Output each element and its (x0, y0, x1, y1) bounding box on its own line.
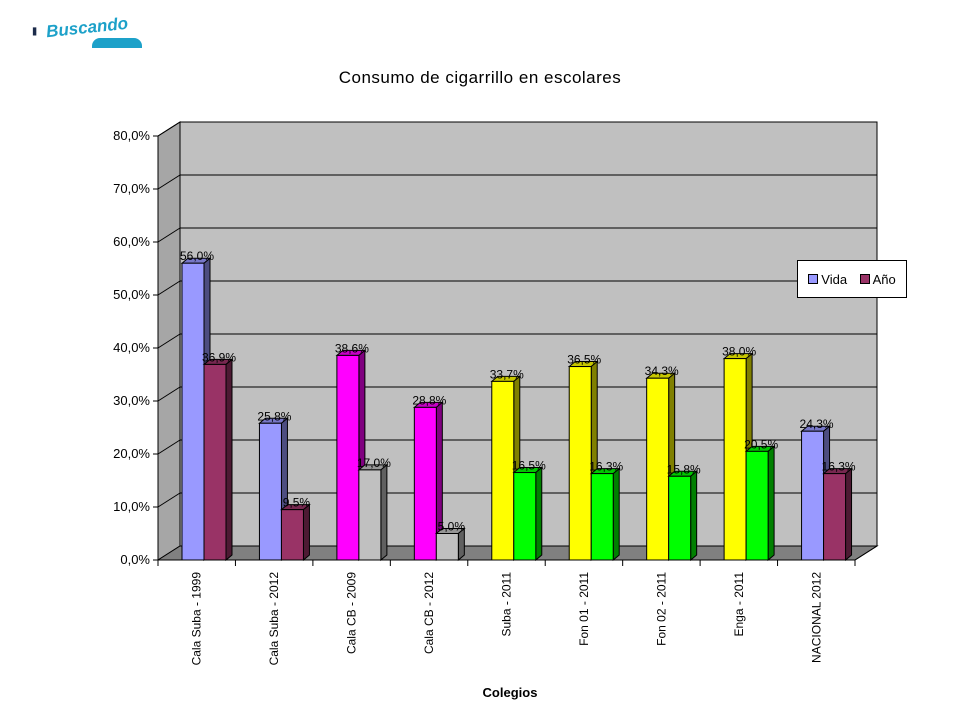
legend-swatch-ano (859, 274, 870, 284)
logo-mark: ' (30, 22, 40, 57)
y-tick-label: 70,0% (113, 181, 150, 196)
data-label-vida: 38,6% (335, 341, 369, 355)
bar-ano-side (535, 466, 543, 562)
logo-shape (92, 38, 142, 48)
x-tick-label: Cala Suba - 1999 (190, 572, 204, 666)
bar-vida (336, 354, 360, 561)
data-label-vida: 38,0% (722, 345, 756, 359)
legend-swatch-vida (808, 274, 819, 284)
legend-label-vida: Vida (821, 271, 848, 287)
bar-ano (823, 473, 847, 561)
gridline-side (157, 121, 181, 137)
bar-ano (590, 473, 614, 561)
gridline-side (157, 439, 181, 455)
gridline-side (157, 280, 181, 296)
bar-ano (745, 450, 769, 561)
y-tick-label: 60,0% (113, 234, 150, 249)
bar-ano (358, 469, 382, 561)
bar-vida (491, 380, 515, 561)
bar-vida (646, 377, 670, 561)
y-tick-label: 10,0% (113, 499, 150, 514)
bar-ano-side (690, 470, 698, 562)
x-axis-title: Colegios (482, 685, 538, 700)
chart-legend: Vida Año (797, 260, 907, 298)
x-tick-label: Cala Suba - 2012 (267, 572, 281, 666)
bar-ano (280, 509, 304, 561)
bar-ano (203, 363, 227, 561)
y-tick-label: 50,0% (113, 287, 150, 302)
gridline-side (157, 227, 181, 243)
data-label-ano: 9,5% (283, 496, 311, 510)
data-label-vida: 34,3% (645, 364, 679, 378)
legend-item-vida: Vida (808, 272, 847, 287)
data-label-vida: 25,8% (257, 409, 291, 423)
y-tick-label: 40,0% (113, 340, 150, 355)
bar-vida (258, 422, 282, 561)
x-tick-label: Cala CB - 2009 (345, 572, 359, 654)
x-tick-label: Fon 01 - 2011 (577, 572, 591, 646)
data-label-vida: 36,5% (567, 353, 601, 367)
data-label-ano: 5,0% (438, 520, 466, 534)
chart-title: Consumo de cigarrillo en escolares (338, 68, 622, 87)
data-label-vida: 24,3% (800, 417, 834, 431)
data-label-ano: 16,3% (589, 460, 623, 474)
bar-vida (723, 358, 747, 561)
data-label-ano: 16,5% (512, 459, 546, 473)
bar-vida (181, 262, 205, 561)
x-tick-label: NACIONAL 2012 (809, 572, 823, 663)
gridline-side (157, 386, 181, 402)
gridline-side (157, 174, 181, 190)
x-tick-label: Suba - 2011 (500, 572, 514, 637)
gridline-side (157, 492, 181, 508)
y-tick-label: 30,0% (113, 393, 150, 408)
legend-label-ano: Año (872, 271, 896, 287)
data-label-vida: 28,8% (412, 393, 446, 407)
bar-vida (568, 366, 592, 561)
bar-ano (435, 533, 459, 561)
bar-vida (413, 406, 437, 561)
bar-ano (668, 475, 692, 561)
gridline-side (157, 333, 181, 349)
data-label-ano: 15,8% (667, 462, 701, 476)
legend-item-ano: Año (859, 271, 896, 287)
data-label-ano: 16,3% (822, 460, 856, 474)
bar-ano-side (845, 467, 853, 562)
bar-ano-side (380, 463, 388, 562)
x-tick-label: Fon 02 - 2011 (654, 572, 668, 646)
y-tick-label: 0,0% (120, 552, 150, 567)
bar-ano-side (302, 503, 310, 562)
y-tick-label: 20,0% (113, 446, 150, 461)
bar-ano (513, 472, 537, 561)
bar-ano-side (767, 445, 775, 562)
x-tick-label: Enga - 2011 (732, 572, 746, 637)
brand-logo: ' Buscando (28, 14, 168, 57)
bar-ano-side (225, 358, 233, 562)
data-label-vida: 33,7% (490, 367, 524, 381)
x-tick-label: Cala CB - 2012 (422, 572, 436, 654)
floor-edge (854, 545, 878, 561)
data-label-ano: 36,9% (202, 350, 236, 364)
y-tick-label: 80,0% (113, 128, 150, 143)
data-label-ano: 20,5% (744, 437, 778, 451)
bar-vida (801, 430, 825, 561)
bar-ano-side (612, 467, 620, 562)
data-label-vida: 56,0% (180, 249, 214, 263)
data-label-ano: 17,0% (357, 456, 391, 470)
